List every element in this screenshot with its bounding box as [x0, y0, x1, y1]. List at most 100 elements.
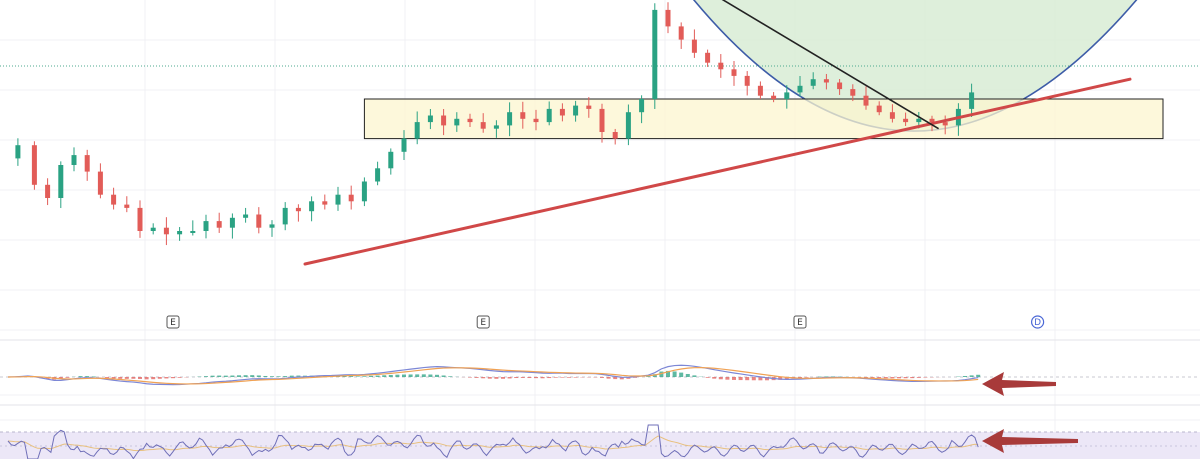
candle-body — [810, 79, 816, 86]
support-zone-rect — [363, 98, 1164, 140]
macd-histogram-bar — [520, 377, 525, 378]
macd-histogram-bar — [408, 374, 413, 377]
macd-histogram-bar — [784, 377, 789, 380]
macd-histogram-bar — [672, 371, 677, 377]
candle-body — [889, 112, 895, 119]
candle-body — [295, 207, 301, 212]
macd-histogram-bar — [606, 377, 611, 379]
macd-histogram-bar — [223, 375, 228, 377]
macd-histogram-bar — [355, 376, 360, 377]
candle-body — [705, 52, 711, 63]
macd-histogram-bar — [527, 377, 532, 379]
candle-body — [559, 108, 565, 116]
signal-line — [7, 366, 979, 385]
macd-histogram-bar — [765, 377, 769, 381]
candle-body — [942, 122, 948, 126]
candle-body — [744, 75, 750, 86]
candle-body — [441, 115, 447, 126]
candle-body — [15, 145, 21, 159]
macd-histogram-bar — [362, 376, 367, 377]
candle-body — [520, 112, 526, 119]
macd-histogram-bar — [402, 374, 406, 377]
candle-body — [467, 118, 473, 123]
macd-histogram-bar — [349, 376, 354, 377]
macd-histogram-bar — [375, 375, 380, 377]
macd-histogram-bar — [111, 377, 116, 379]
candle-body — [190, 231, 196, 233]
candle-body — [757, 85, 763, 96]
rsi-line — [7, 424, 979, 459]
macd-histogram-bar — [204, 376, 208, 377]
macd-histogram-bar — [501, 377, 505, 379]
macd-histogram-bar — [91, 376, 96, 377]
macd-histogram-bar — [342, 375, 347, 377]
macd-histogram-bar — [897, 377, 901, 379]
support-zone-layer — [363, 98, 1164, 140]
candle-body — [784, 92, 790, 99]
macd-histogram-bar — [435, 374, 439, 377]
macd-histogram-bar — [666, 370, 670, 377]
macd-histogram-bar — [415, 374, 420, 377]
macd-histogram-bar — [553, 377, 558, 378]
macd-histogram-bar — [487, 377, 492, 379]
candle-body — [797, 85, 803, 93]
macd-histogram-bar — [177, 377, 182, 378]
candle-body — [876, 105, 882, 113]
candle-body — [177, 231, 183, 235]
macd-histogram-bar — [283, 376, 288, 377]
candle-body — [163, 227, 169, 235]
macd-histogram-bar — [157, 377, 162, 379]
event-marker-label: D — [1034, 318, 1041, 328]
candle-body — [612, 132, 618, 139]
candle-body — [124, 204, 130, 208]
macd-histogram-bar — [230, 375, 235, 377]
macd-histogram-bar — [243, 375, 248, 377]
candle-body — [401, 138, 407, 152]
macd-histogram-bar — [633, 377, 637, 378]
macd-histogram-bar — [256, 375, 261, 377]
macd-histogram-bar — [547, 377, 552, 379]
macd-histogram-bar — [758, 377, 763, 381]
macd-histogram-bar — [210, 375, 215, 377]
macd-histogram-bar — [369, 375, 373, 377]
macd-histogram-bar — [270, 376, 274, 377]
macd-histogram-bar — [124, 377, 129, 379]
candle-body — [322, 201, 328, 205]
trendlines-layer — [303, 0, 1132, 266]
macd-histogram-bar — [910, 377, 915, 379]
candle-body — [58, 165, 64, 198]
macd-histogram-bar — [725, 377, 730, 380]
candle-body — [639, 99, 645, 113]
macd-histogram-bar — [388, 374, 393, 377]
event-marker-e-icon — [793, 315, 807, 329]
macd-histogram-bar — [831, 376, 835, 377]
macd-histogram-bar — [289, 375, 294, 377]
candles-layer — [15, 2, 975, 246]
candle-body — [533, 118, 539, 123]
candle-body — [71, 155, 77, 165]
event-marker-label: E — [797, 318, 803, 328]
macd-histogram-bar — [916, 377, 921, 378]
candle-body — [573, 105, 579, 116]
candle-body — [309, 201, 315, 212]
candle-body — [256, 214, 262, 228]
candle-body — [691, 39, 697, 53]
candle-body — [335, 194, 341, 205]
macd-line — [7, 364, 979, 386]
candle-body — [31, 145, 37, 185]
candle-body — [586, 105, 592, 109]
macd-histogram-bar — [474, 377, 479, 378]
macd-histogram-bar — [382, 375, 387, 377]
annotation-arrow-icon — [982, 372, 1056, 396]
macd-histogram-bar — [468, 377, 472, 378]
macd-histogram-bar — [890, 377, 895, 379]
candle-body — [652, 9, 658, 99]
macd-histogram-bar — [263, 375, 268, 377]
macd-histogram-bar — [276, 376, 281, 377]
macd-histogram-bar — [613, 377, 618, 380]
candle-body — [850, 89, 856, 96]
macd-histogram-bar — [395, 374, 400, 377]
candle-body — [216, 221, 222, 228]
macd-histogram-bar — [421, 374, 426, 377]
macd-pane — [0, 364, 1200, 386]
